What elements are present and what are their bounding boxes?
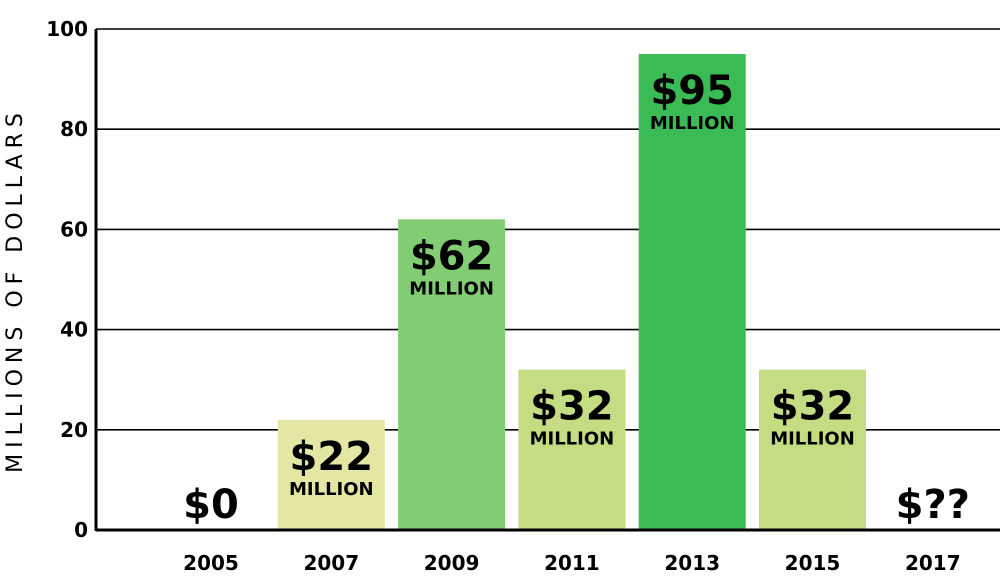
y-tick-label: 100 — [46, 17, 88, 41]
bar-value-labels: $0$22MILLION$62MILLION$32MILLION$95MILLI… — [183, 68, 970, 528]
bar-unit-label: MILLION — [530, 429, 615, 450]
y-tick-label: 0 — [74, 518, 88, 542]
bar-value-label: $95 — [650, 68, 734, 114]
bar-unit-label: MILLION — [409, 278, 494, 299]
y-axis-ticks: 0 20 40 60 80 100 — [46, 17, 88, 542]
bar-value-label: $32 — [771, 384, 855, 430]
bar-unit-label: MILLION — [289, 479, 374, 500]
y-tick-label: 20 — [60, 418, 88, 442]
bar — [398, 219, 506, 530]
bars — [277, 54, 866, 531]
x-tick-label: 2007 — [303, 551, 359, 575]
y-tick-label: 60 — [60, 217, 88, 241]
x-tick-label: 2005 — [183, 551, 239, 575]
x-tick-label: 2013 — [664, 551, 720, 575]
bar — [518, 369, 626, 530]
bar — [638, 54, 746, 531]
x-tick-label: 2017 — [905, 551, 961, 575]
bar-value-label: $0 — [183, 482, 239, 528]
bar-value-label: $32 — [530, 384, 614, 430]
bar — [759, 369, 866, 530]
bar — [277, 419, 385, 530]
bar-unit-label: MILLION — [770, 429, 855, 450]
y-tick-label: 80 — [60, 117, 88, 141]
x-axis-ticks: 2005 2007 2009 2011 2013 2015 2017 — [183, 551, 960, 575]
bar-value-label: $22 — [290, 434, 374, 480]
bar-value-label: $62 — [410, 233, 494, 279]
bar-value-label: $?? — [896, 482, 970, 528]
x-tick-label: 2011 — [544, 551, 600, 575]
x-tick-label: 2009 — [424, 551, 480, 575]
y-tick-label: 40 — [60, 318, 88, 342]
x-tick-label: 2015 — [785, 551, 841, 575]
y-axis-label: MILLIONS OF DOLLARS — [3, 107, 28, 473]
bar-unit-label: MILLION — [650, 113, 735, 134]
